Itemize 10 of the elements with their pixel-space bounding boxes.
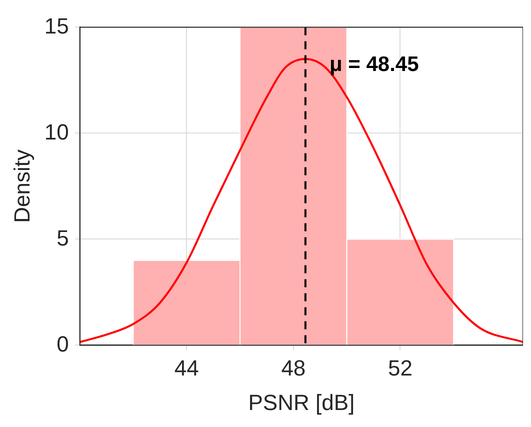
y-tick-label: 5 [56, 225, 69, 250]
y-tick-label: 0 [56, 331, 69, 356]
x-tick-label: 52 [388, 355, 412, 380]
y-tick-label: 15 [44, 13, 69, 38]
ref-line-label: μ = 48.45 [329, 52, 420, 76]
x-axis-title: PSNR [dB] [248, 390, 355, 415]
x-tick-label: 44 [174, 355, 199, 380]
x-tick-label: 48 [281, 355, 306, 380]
y-axis-title: Density [9, 150, 34, 223]
y-tick-label: 10 [44, 119, 69, 144]
